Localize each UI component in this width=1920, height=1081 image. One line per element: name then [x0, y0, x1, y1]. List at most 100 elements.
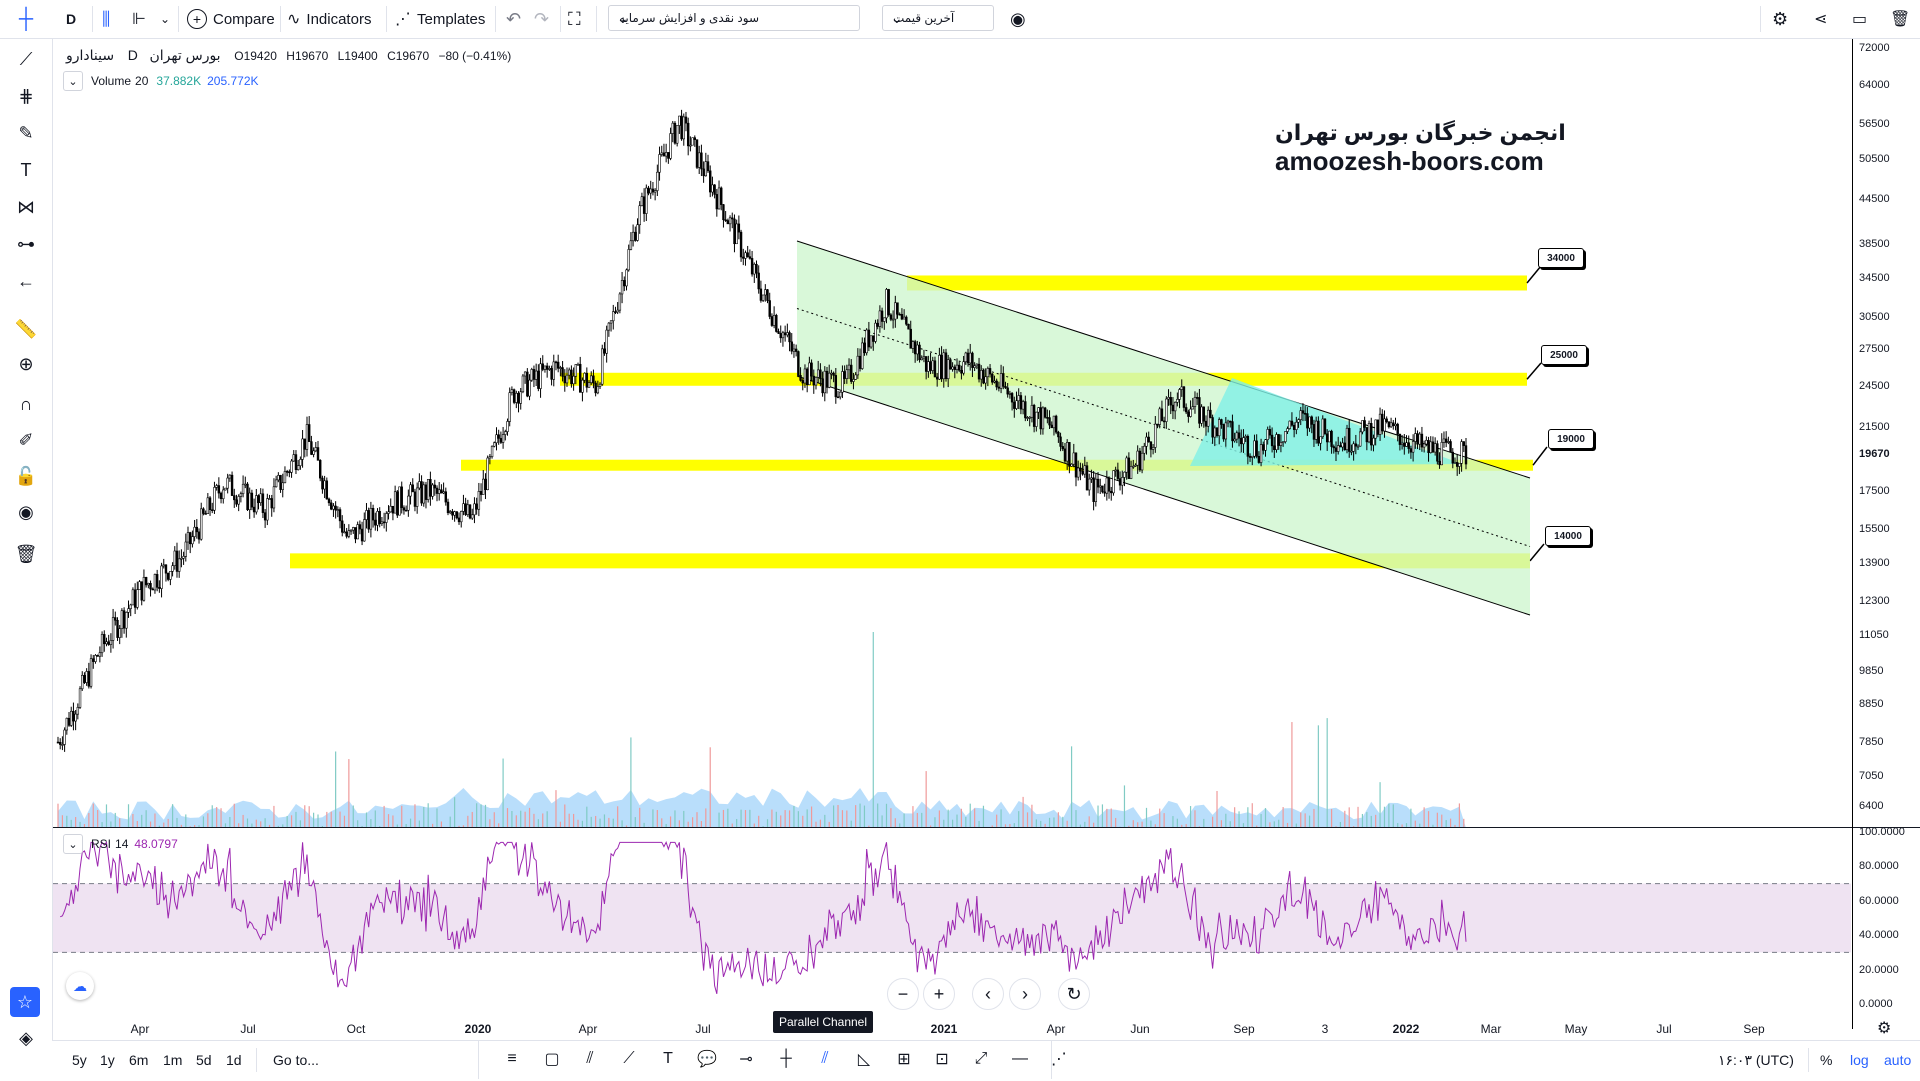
reset-chart-button[interactable]: ↻ [1058, 978, 1090, 1010]
range-6m[interactable]: 6m [129, 1052, 148, 1068]
triangle-icon[interactable]: ◺ [848, 1044, 880, 1074]
rectangle-icon[interactable]: ▢ [536, 1044, 568, 1074]
collapse-toggle[interactable]: ⌄ [63, 834, 83, 854]
candle-body [440, 490, 442, 493]
forecast-icon[interactable]: ⊶ [10, 229, 42, 259]
level-callout[interactable]: 19000 [1548, 429, 1594, 449]
magnet-icon[interactable]: ∩ [10, 389, 42, 419]
crosshair-icon[interactable]: ┼ [14, 7, 38, 31]
callout-icon[interactable]: 💬 [691, 1044, 723, 1074]
time-axis-settings-icon[interactable]: ⚙ [1877, 1018, 1891, 1038]
candle-body [1256, 441, 1258, 456]
line-icon[interactable]: ⟋ [613, 1044, 645, 1074]
candle-body [771, 317, 773, 326]
tradingview-logo-icon[interactable]: ☁ [66, 972, 94, 1000]
range-1m[interactable]: 1m [163, 1052, 182, 1068]
zoom-out-button[interactable]: − [887, 978, 919, 1010]
elliott-wave-icon[interactable]: ⋰ [1043, 1044, 1075, 1074]
cross-line-icon[interactable]: ┼ [770, 1044, 802, 1074]
parallel-channel-icon[interactable]: ⫽ [809, 1044, 841, 1074]
trash-icon[interactable]: 🗑 [1890, 7, 1910, 31]
volume-bar [604, 814, 605, 828]
range-5y[interactable]: 5y [72, 1052, 87, 1068]
scroll-right-button[interactable]: › [1009, 978, 1041, 1010]
clock-time[interactable]: ۱۶:۰۳ (UTC) [1718, 1052, 1794, 1069]
range-1d[interactable]: 1d [226, 1052, 242, 1068]
candle-body [1152, 447, 1154, 449]
candle-body [1346, 428, 1348, 449]
volume-bar [93, 804, 94, 828]
pane-divider[interactable] [53, 827, 1920, 828]
layers-icon[interactable]: ◈ [10, 1023, 42, 1053]
divider [178, 6, 179, 32]
snapshot-icon[interactable]: ▭ [1852, 7, 1867, 31]
remove-drawings-icon[interactable]: 🗑 [10, 539, 42, 569]
goto-button[interactable]: Go to... [273, 1052, 319, 1068]
candle-body [566, 375, 568, 383]
auto-toggle[interactable]: auto [1884, 1052, 1911, 1068]
candle-body [1203, 407, 1205, 421]
scroll-left-button[interactable]: ‹ [972, 978, 1004, 1010]
brush-icon[interactable]: ✎ [10, 118, 42, 148]
bar-style-icon[interactable]: ⊩ [132, 7, 146, 31]
horizontal-line-icon[interactable]: — [1004, 1044, 1036, 1074]
lock-drawing-icon[interactable]: ✐ [10, 425, 42, 455]
level-callout[interactable]: 14000 [1545, 526, 1591, 546]
candle-body [883, 318, 885, 322]
fullscreen-icon[interactable]: ⛶ [568, 7, 581, 31]
level-callout[interactable]: 34000 [1538, 248, 1584, 268]
candle-body [526, 372, 528, 396]
candle-body [623, 280, 625, 286]
profile-select[interactable]: ⌄ سود نقدی و افزایش سرمایه [608, 5, 860, 31]
pattern-icon[interactable]: ⋈ [10, 192, 42, 222]
zoom-in-icon[interactable]: ⊕ [10, 349, 42, 379]
templates-button[interactable]: ⋰ Templates [395, 7, 485, 31]
share-icon[interactable]: ⋖ [1814, 7, 1827, 31]
indicators-button[interactable]: ∿ Indicators [287, 7, 371, 31]
range-5d[interactable]: 5d [196, 1052, 212, 1068]
volume-bar [1075, 810, 1076, 828]
price-type-select[interactable]: ⌄ آخرین قیمت [882, 5, 994, 31]
volume-bar [542, 813, 543, 828]
measure-icon[interactable]: ⊡ [926, 1044, 958, 1074]
ruler-icon[interactable]: 📏 [10, 314, 42, 344]
arrow-left-icon[interactable]: ← [10, 266, 42, 296]
price-axis-label: 72000 [1859, 42, 1890, 54]
horizontal-lines-icon[interactable]: ≡ [496, 1044, 528, 1074]
text-tool-icon[interactable]: T [652, 1044, 684, 1074]
trend-line-icon[interactable]: ⟋ [10, 44, 42, 74]
candle-body [881, 311, 883, 322]
level-callout[interactable]: 25000 [1541, 345, 1587, 365]
unlock-icon[interactable]: 🔓 [10, 461, 42, 491]
percent-toggle[interactable]: % [1820, 1052, 1832, 1068]
ray-icon[interactable]: ⤢ [965, 1044, 997, 1074]
pitchfork-icon[interactable]: ⋕ [10, 81, 42, 111]
eye-icon[interactable]: ◉ [1010, 7, 1026, 31]
text-icon[interactable]: T [10, 155, 42, 185]
collapse-toggle[interactable]: ⌄ [63, 71, 83, 91]
settings-icon[interactable]: ⚙ [1772, 7, 1788, 31]
range-1y[interactable]: 1y [100, 1052, 115, 1068]
candle-body [780, 333, 782, 337]
horizontal-ray-icon[interactable]: ⊸ [730, 1044, 762, 1074]
zoom-in-button[interactable]: + [923, 978, 955, 1010]
chevron-down-icon[interactable]: ⌄ [160, 7, 170, 31]
visibility-icon[interactable]: ◉ [10, 497, 42, 527]
favorites-icon[interactable]: ☆ [10, 987, 40, 1017]
candle-body [850, 365, 852, 381]
compare-button[interactable]: + Compare [187, 7, 275, 31]
price-axis-label: 12300 [1859, 595, 1890, 607]
undo-icon[interactable]: ↶ [506, 7, 521, 31]
candle-body [824, 371, 826, 393]
candle-body [597, 386, 599, 392]
price-axis-label: 44500 [1859, 193, 1890, 205]
redo-icon[interactable]: ↷ [534, 7, 549, 31]
interval-button[interactable]: D [66, 7, 76, 31]
candles-icon[interactable]: ⫼ [102, 7, 110, 31]
symbol-name[interactable]: سینادارو [66, 47, 114, 63]
log-toggle[interactable]: log [1850, 1052, 1869, 1068]
candle-body [229, 475, 231, 478]
gann-box-icon[interactable]: ⊞ [888, 1044, 920, 1074]
fib-icon[interactable]: ⫽ [574, 1044, 606, 1074]
